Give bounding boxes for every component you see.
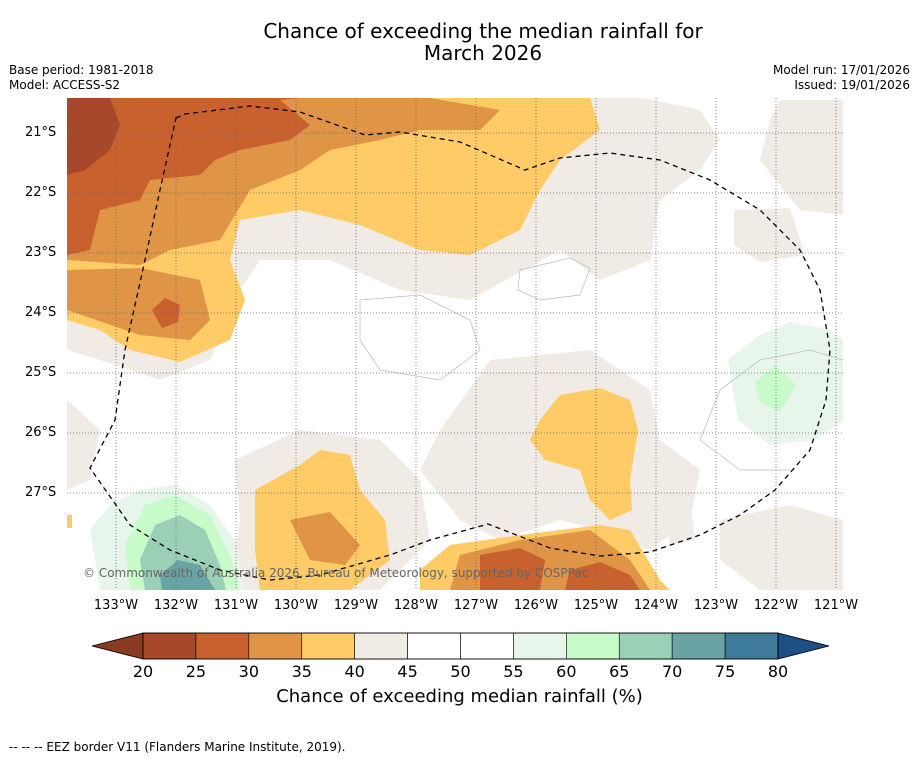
colorbar-tick-label: 45 <box>397 662 418 681</box>
lon-label: 123°W <box>693 598 739 613</box>
colorbar-tick-label: 25 <box>185 662 207 681</box>
model-name: Model: ACCESS-S2 <box>9 78 121 92</box>
base-period: Base period: 1981-2018 <box>9 63 154 77</box>
meta-left: Base period: 1981-2018 Model: ACCESS-S2 <box>9 63 154 93</box>
model-run: Model run: 17/01/2026 <box>772 63 910 77</box>
lon-label: 124°W <box>633 598 679 613</box>
colorbar-tick-label: 75 <box>714 662 736 681</box>
colorbar-bin <box>566 632 620 660</box>
map-title-line1: Chance of exceeding the median rainfall … <box>263 19 703 43</box>
colorbar-bin <box>195 632 250 660</box>
lon-label: 133°W <box>93 598 139 613</box>
map-title-line2: March 2026 <box>423 41 543 65</box>
colorbar-tick-label: 55 <box>503 662 524 681</box>
map-fill <box>67 98 843 590</box>
colorbar-bin <box>354 632 408 660</box>
lat-label: 26°S <box>25 425 57 440</box>
lon-label: 127°W <box>453 598 499 613</box>
meta-right: Model run: 17/01/2026 Issued: 19/01/2026 <box>773 63 910 93</box>
lon-label: 121°W <box>813 598 859 613</box>
colorbar-tick-label: 70 <box>661 662 683 681</box>
colorbar-tick-label: 80 <box>767 662 789 681</box>
eez-legend: -- -- -- EEZ border V11 (Flanders Marine… <box>9 740 346 754</box>
colorbar-over-arrow <box>777 632 830 660</box>
colorbar-tick-label: 60 <box>556 662 577 681</box>
colorbar <box>91 632 830 660</box>
lon-label: 128°W <box>393 598 439 613</box>
colorbar-bin <box>248 632 303 660</box>
issued-date: Issued: 19/01/2026 <box>794 78 910 92</box>
lat-label: 21°S <box>25 125 57 140</box>
colorbar-under-arrow <box>91 632 144 660</box>
lon-label: 126°W <box>513 598 559 613</box>
colorbar-tick-label: 40 <box>344 662 365 681</box>
lon-label: 129°W <box>333 598 379 613</box>
lon-label: 122°W <box>753 598 799 613</box>
lon-label: 125°W <box>573 598 619 613</box>
colorbar-tick-label: 20 <box>132 662 154 681</box>
lat-label: 25°S <box>25 365 57 380</box>
colorbar-label: Chance of exceeding median rainfall (%) <box>276 686 643 707</box>
colorbar-tick-label: 65 <box>609 662 630 681</box>
lon-label: 132°W <box>153 598 199 613</box>
colorbar-tick-label: 30 <box>238 662 259 681</box>
lon-label: 130°W <box>273 598 319 613</box>
lon-label: 131°W <box>213 598 259 613</box>
lat-label: 22°S <box>25 185 57 200</box>
colorbar-bin <box>513 632 567 660</box>
colorbar-bin <box>460 632 514 660</box>
lat-label: 24°S <box>25 305 57 320</box>
lat-label: 23°S <box>25 245 57 260</box>
colorbar-bin <box>618 632 673 660</box>
colorbar-bin <box>301 632 355 660</box>
colorbar-bin <box>724 632 779 660</box>
colorbar-tick-label: 35 <box>291 662 312 681</box>
colorbar-bin <box>671 632 726 660</box>
colorbar-bin <box>407 632 461 660</box>
copyright-text: © Commonwealth of Australia 2026, Bureau… <box>83 566 589 580</box>
colorbar-bin <box>142 632 197 660</box>
colorbar-tick-label: 50 <box>450 662 471 681</box>
lat-label: 27°S <box>25 485 57 500</box>
